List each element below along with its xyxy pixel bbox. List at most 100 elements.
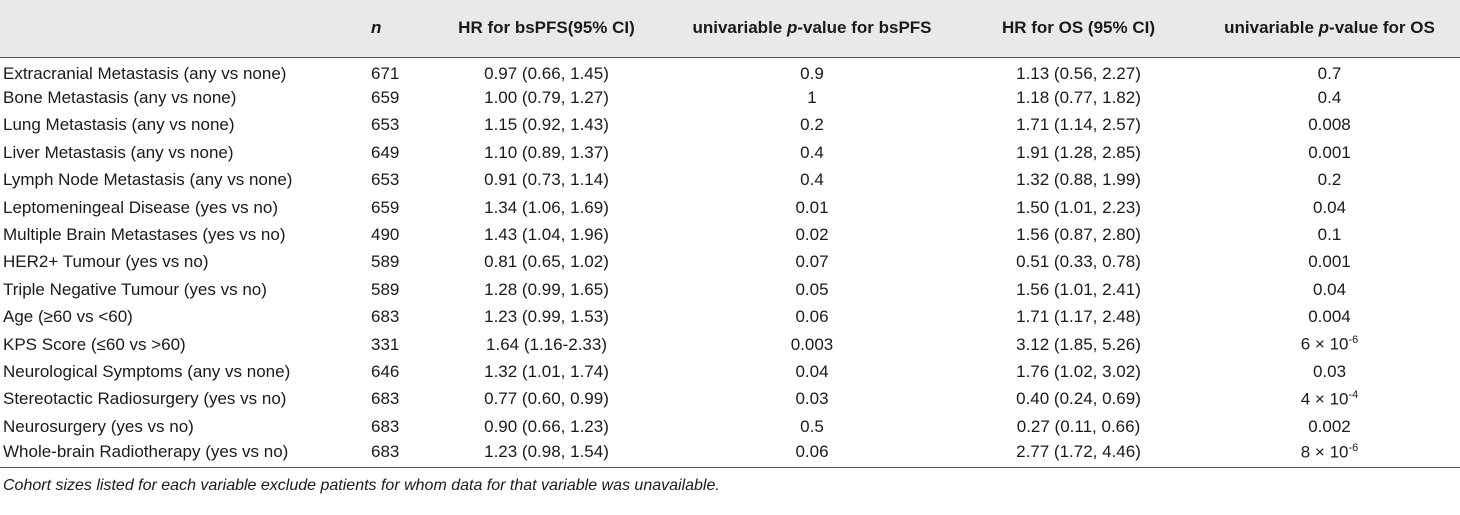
cell-variable-value: Age (≥60 vs <60) xyxy=(3,307,133,327)
cell-hr-os-value: 0.51 (0.33, 0.78) xyxy=(1016,252,1141,272)
cell-p-bspfs: 0.06 xyxy=(666,440,958,467)
cell-hr-os: 3.12 (1.85, 5.26) xyxy=(958,331,1199,358)
cell-p-os: 0.008 xyxy=(1199,112,1460,139)
cell-n-value: 671 xyxy=(371,63,400,83)
cell-n-value: 683 xyxy=(371,389,400,409)
cell-n: 646 xyxy=(367,358,427,385)
cell-p-bspfs: 0.2 xyxy=(666,112,958,139)
cell-p-os: 8 × 10-6 xyxy=(1199,440,1460,467)
cell-hr-os: 1.76 (1.02, 3.02) xyxy=(958,358,1199,385)
cell-variable: Lung Metastasis (any vs none) xyxy=(0,112,367,139)
cell-hr-bspfs: 0.81 (0.65, 1.02) xyxy=(427,249,666,276)
header-p-bspfs-suffix: -value for bsPFS xyxy=(797,18,932,38)
cell-hr-bspfs-value: 0.91 (0.73, 1.14) xyxy=(484,170,609,190)
cell-n: 659 xyxy=(367,84,427,111)
p-os-exponent: -4 xyxy=(1348,389,1359,402)
cell-n-value: 490 xyxy=(371,225,400,245)
table-row: Leptomeningeal Disease (yes vs no) 659 1.3… xyxy=(0,194,1460,221)
cell-variable: Bone Metastasis (any vs none) xyxy=(0,84,367,111)
cell-hr-os-value: 0.27 (0.11, 0.66) xyxy=(1016,416,1141,436)
hazard-ratio-table: n HR for bsPFS(95% CI) univariable p-val… xyxy=(0,0,1460,468)
table-row: Extracranial Metastasis (any vs none) 671… xyxy=(0,57,1460,84)
cell-p-bspfs: 0.03 xyxy=(666,386,958,413)
cell-p-os-value: 0.001 xyxy=(1308,252,1351,272)
cell-hr-os: 1.71 (1.14, 2.57) xyxy=(958,112,1199,139)
cell-variable: Liver Metastasis (any vs none) xyxy=(0,139,367,166)
cell-p-bspfs-value: 0.06 xyxy=(795,307,829,327)
cell-n: 589 xyxy=(367,276,427,303)
cell-variable-value: Bone Metastasis (any vs none) xyxy=(3,88,237,108)
cell-p-os-value: 0.1 xyxy=(1317,225,1342,245)
cell-variable: Multiple Brain Metastases (yes vs no) xyxy=(0,221,367,248)
header-variable xyxy=(0,0,367,58)
cell-hr-os-value: 0.40 (0.24, 0.69) xyxy=(1016,389,1141,409)
cell-hr-os: 2.77 (1.72, 4.46) xyxy=(958,440,1199,467)
cell-p-bspfs: 0.5 xyxy=(666,413,958,440)
cell-variable: Neurosurgery (yes vs no) xyxy=(0,413,367,440)
table-row: Stereotactic Radiosurgery (yes vs no) 683… xyxy=(0,386,1460,413)
cell-n-value: 659 xyxy=(371,88,400,108)
header-p-bspfs-p: p xyxy=(786,18,798,38)
table-row: Neurological Symptoms (any vs none) 646 1.… xyxy=(0,358,1460,385)
cell-p-bspfs-value: 0.05 xyxy=(795,279,829,299)
table-row: Lymph Node Metastasis (any vs none) 653 0.… xyxy=(0,167,1460,194)
cell-variable-value: Leptomeningeal Disease (yes vs no) xyxy=(3,197,278,217)
cell-variable-value: Whole-brain Radiotherapy (yes vs no) xyxy=(3,441,289,461)
cell-hr-bspfs: 1.15 (0.92, 1.43) xyxy=(427,112,666,139)
cell-n-value: 653 xyxy=(371,170,400,190)
cell-hr-os: 1.71 (1.17, 2.48) xyxy=(958,304,1199,331)
cell-n-value: 659 xyxy=(371,197,400,217)
cell-n: 653 xyxy=(367,112,427,139)
cell-p-bspfs: 0.003 xyxy=(666,331,958,358)
header-p-os-suffix: -value for OS xyxy=(1329,18,1435,38)
table-row: Age (≥60 vs <60) 683 1.23 (0.99, 1.53) 0.06… xyxy=(0,304,1460,331)
cell-variable: Triple Negative Tumour (yes vs no) xyxy=(0,276,367,303)
cell-hr-bspfs-value: 1.32 (1.01, 1.74) xyxy=(484,361,609,381)
cell-hr-os-value: 3.12 (1.85, 5.26) xyxy=(1016,334,1141,354)
cell-p-bspfs-value: 0.003 xyxy=(790,334,834,354)
table-row: Neurosurgery (yes vs no) 683 0.90 (0.66, 1… xyxy=(0,413,1460,440)
cell-p-os-value: 0.03 xyxy=(1312,361,1347,381)
cell-hr-bspfs: 1.64 (1.16-2.33) xyxy=(427,331,666,358)
header-hr-os: HR for OS (95% CI) xyxy=(958,0,1199,58)
cell-p-os-value: 0.2 xyxy=(1317,170,1342,190)
cell-variable-value: Multiple Brain Metastases (yes vs no) xyxy=(3,225,286,245)
cell-variable: KPS Score (≤60 vs >60) xyxy=(0,331,367,358)
cell-hr-bspfs: 1.10 (0.89, 1.37) xyxy=(427,139,666,166)
cell-p-os: 0.001 xyxy=(1199,249,1460,276)
cell-variable: Stereotactic Radiosurgery (yes vs no) xyxy=(0,386,367,413)
cell-hr-os-value: 1.76 (1.02, 3.02) xyxy=(1016,361,1141,381)
cell-variable-value: Triple Negative Tumour (yes vs no) xyxy=(3,279,267,299)
cell-p-bspfs: 1 xyxy=(666,84,958,111)
cell-p-bspfs: 0.06 xyxy=(666,304,958,331)
results-table-container: n HR for bsPFS(95% CI) univariable p-val… xyxy=(0,0,1460,494)
cell-p-bspfs: 0.4 xyxy=(666,139,958,166)
cell-p-os-value: 0.7 xyxy=(1317,63,1342,83)
cell-n-value: 589 xyxy=(371,279,400,299)
cell-p-bspfs-value: 0.03 xyxy=(795,389,829,409)
cell-hr-bspfs-value: 0.81 (0.65, 1.02) xyxy=(484,252,609,272)
cell-hr-os: 1.32 (0.88, 1.99) xyxy=(958,167,1199,194)
table-row: Whole-brain Radiotherapy (yes vs no) 683 1… xyxy=(0,440,1460,468)
table-row: Multiple Brain Metastases (yes vs no) 490… xyxy=(0,221,1460,248)
cell-n: 683 xyxy=(367,440,427,467)
table-row: Liver Metastasis (any vs none) 649 1.10 (0… xyxy=(0,139,1460,166)
table-row: Bone Metastasis (any vs none) 659 1.00 (0.… xyxy=(0,84,1460,111)
cell-n: 683 xyxy=(367,386,427,413)
cell-variable: Neurological Symptoms (any vs none) xyxy=(0,358,367,385)
cell-hr-bspfs: 0.91 (0.73, 1.14) xyxy=(427,167,666,194)
cell-p-bspfs-value: 0.2 xyxy=(800,115,824,135)
cell-p-os: 0.03 xyxy=(1199,358,1460,385)
cell-hr-bspfs: 1.23 (0.98, 1.54) xyxy=(427,440,666,467)
cell-hr-os-value: 1.13 (0.56, 2.27) xyxy=(1016,63,1141,83)
cell-n-value: 683 xyxy=(371,441,400,461)
cell-n: 490 xyxy=(367,221,427,248)
cell-hr-os-value: 1.56 (0.87, 2.80) xyxy=(1016,225,1141,245)
cell-p-bspfs: 0.07 xyxy=(666,249,958,276)
p-os-exponent: -6 xyxy=(1348,441,1359,454)
cell-hr-os: 1.18 (0.77, 1.82) xyxy=(958,84,1199,111)
cell-p-os-value: 4 × 10 xyxy=(1300,389,1349,409)
cell-p-os: 0.7 xyxy=(1199,57,1460,84)
cell-p-os-value: 0.04 xyxy=(1312,197,1347,217)
cell-variable-value: Extracranial Metastasis (any vs none) xyxy=(3,63,287,83)
